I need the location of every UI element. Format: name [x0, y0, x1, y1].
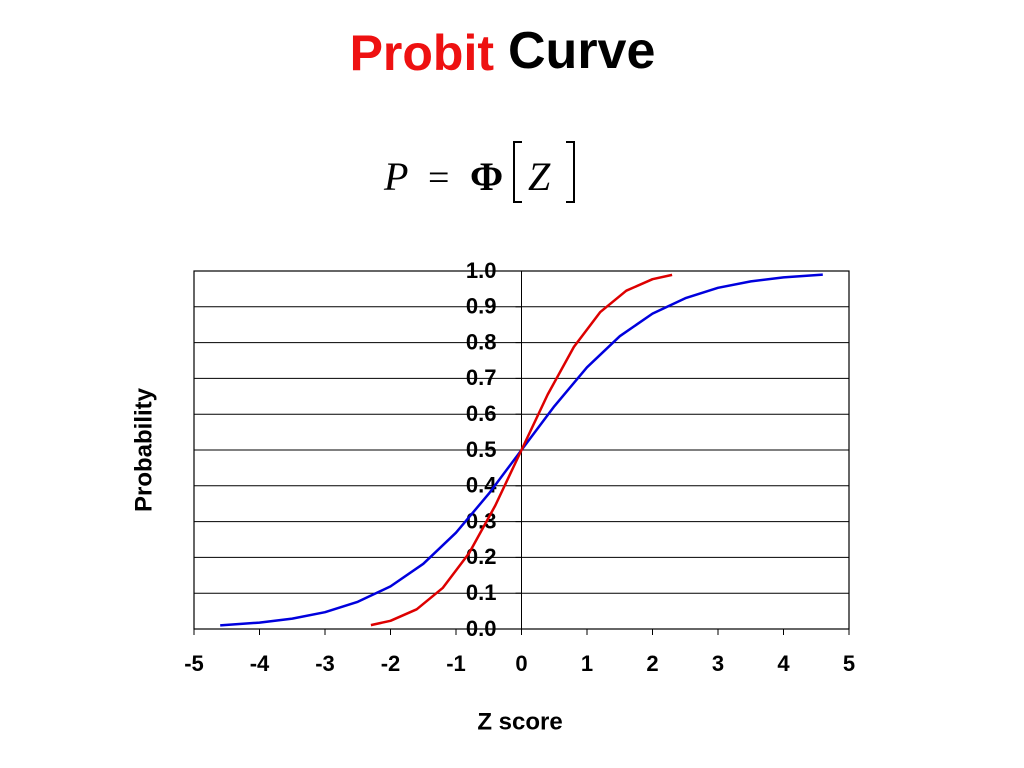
y-axis-label: Probability	[130, 387, 157, 512]
y-tick-label: 0.4	[466, 473, 497, 498]
formula-arg: Z	[528, 154, 551, 199]
y-tick-label: 0.6	[466, 401, 497, 426]
x-tick-label: 2	[646, 651, 658, 676]
x-axis-label: Z score	[477, 708, 562, 735]
x-tick-label: 0	[515, 651, 527, 676]
x-tick-label: 4	[777, 651, 790, 676]
x-tick-label: 3	[712, 651, 724, 676]
bracket	[513, 141, 522, 203]
x-tick-label: 1	[581, 651, 593, 676]
x-tick-label: -1	[446, 651, 466, 676]
y-tick-label: 0.9	[466, 294, 497, 319]
y-tick-label: 0.0	[466, 616, 497, 641]
x-tick-label: -2	[381, 651, 401, 676]
bracket	[566, 141, 575, 203]
x-tick-label: -4	[250, 651, 270, 676]
formula-op: =	[428, 157, 449, 199]
title-part2: Curve	[508, 22, 655, 80]
y-tick-label: 0.2	[466, 544, 497, 569]
y-tick-label: 0.8	[466, 329, 497, 354]
y-tick-label: 1.0	[466, 258, 497, 283]
x-tick-label: -3	[315, 651, 335, 676]
y-tick-label: 0.5	[466, 437, 497, 462]
title-part1: Probit	[350, 25, 495, 81]
y-tick-label: 0.7	[466, 365, 497, 390]
formula-func: Φ	[470, 154, 503, 199]
x-tick-label: -5	[184, 651, 204, 676]
formula-lhs: P	[383, 154, 408, 199]
x-tick-label: 5	[843, 651, 855, 676]
y-tick-label: 0.1	[466, 580, 497, 605]
curve	[370, 273, 673, 627]
